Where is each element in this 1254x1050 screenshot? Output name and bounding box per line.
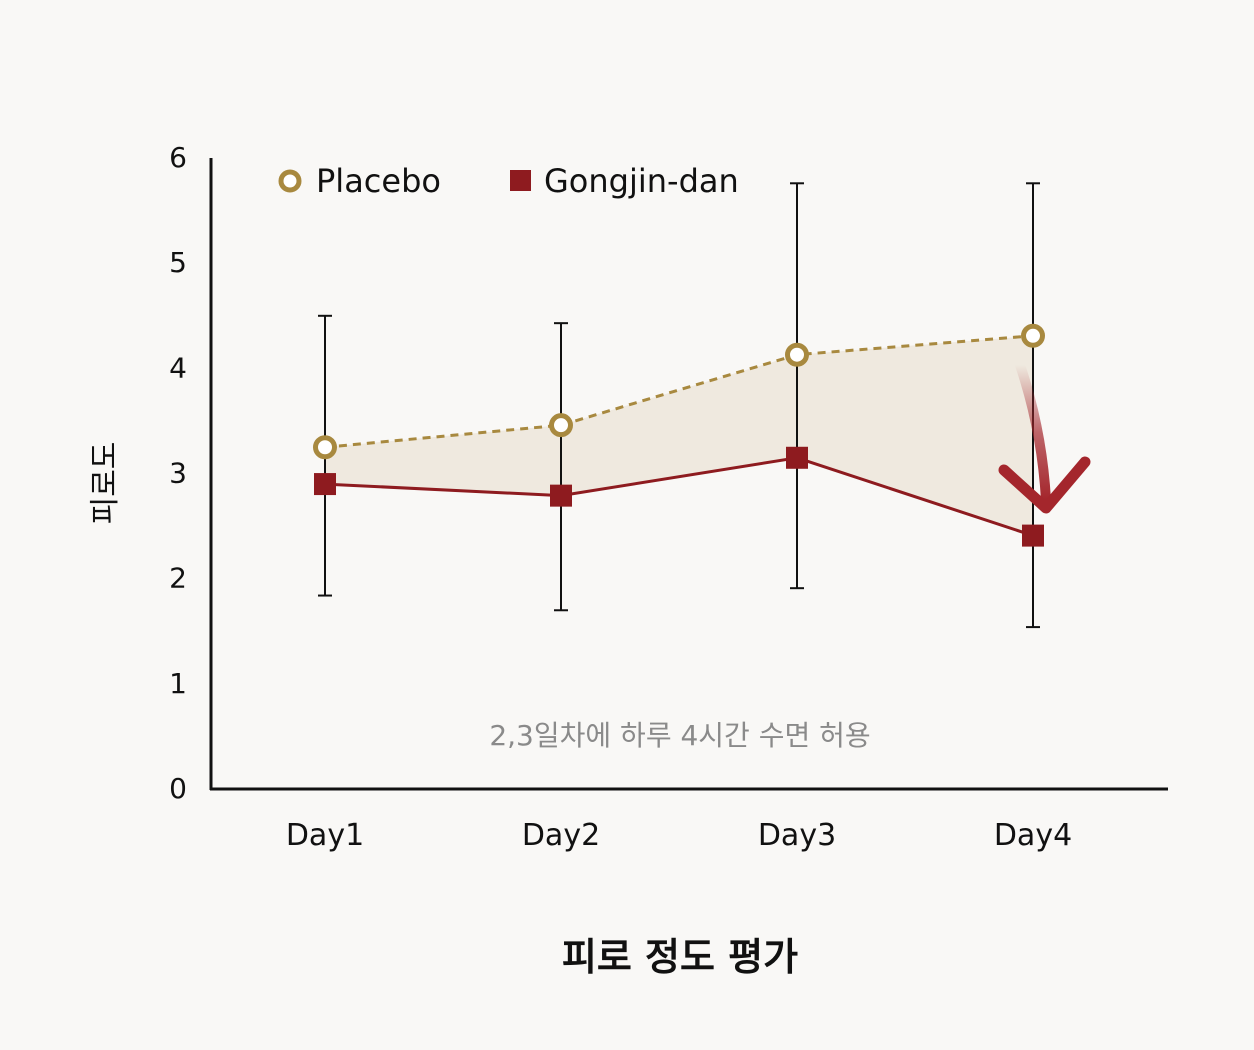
y-axis-label: 피로도 <box>88 442 123 525</box>
y-tick-label: 0 <box>169 772 187 805</box>
legend-placebo-marker <box>278 169 302 193</box>
y-tick-label: 6 <box>169 141 187 174</box>
y-tick-label: 1 <box>169 667 187 700</box>
x-tick-label: Day1 <box>286 818 364 853</box>
legend-gongjin-marker <box>510 170 531 191</box>
difference-area <box>325 335 1033 536</box>
placebo-point <box>1021 323 1045 348</box>
placebo-point <box>549 413 573 438</box>
x-tick-label: Day4 <box>994 818 1072 853</box>
chart-title: 피로 정도 평가 <box>562 935 798 979</box>
legend: Placebo Gongjin-dan <box>278 162 739 200</box>
annotation: 2,3일차에 하루 4시간 수면 허용 <box>489 719 870 752</box>
gongjin-point <box>550 484 572 507</box>
x-tick-label: Day3 <box>758 818 836 853</box>
legend-gongjin-label: Gongjin-dan <box>544 162 739 200</box>
gongjin-line <box>324 456 1034 538</box>
y-tick-label: 2 <box>169 562 187 595</box>
placebo-point <box>313 435 337 460</box>
down-arrow-icon <box>998 360 1091 514</box>
placebo-point <box>785 342 809 367</box>
x-tick-label: Day2 <box>522 818 600 853</box>
y-tick-label: 4 <box>169 351 187 384</box>
gongjin-point <box>786 446 808 469</box>
legend-placebo-label: Placebo <box>316 162 441 200</box>
gongjin-point <box>314 473 336 496</box>
y-tick-label: 5 <box>169 246 187 279</box>
gongjin-point <box>1022 524 1044 547</box>
placebo-line <box>324 334 1034 449</box>
y-tick-label: 3 <box>169 457 187 490</box>
